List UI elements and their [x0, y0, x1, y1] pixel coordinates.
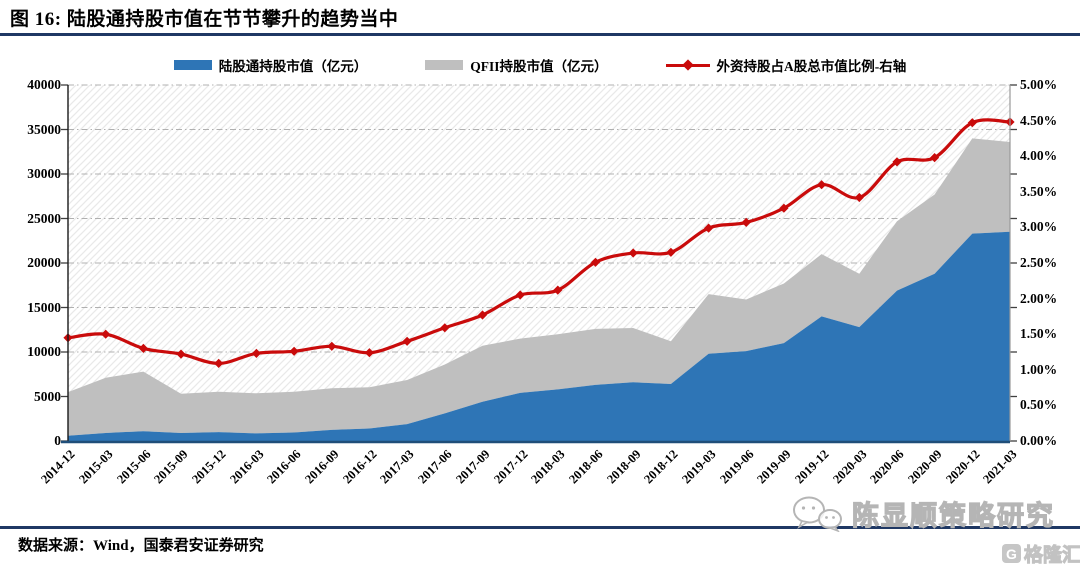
- right-axis-tick-label: 0.00%: [1020, 433, 1058, 448]
- right-axis-tick-label: 5.00%: [1020, 77, 1058, 92]
- data-source-note: 数据来源：Wind，国泰君安证券研究: [18, 538, 264, 554]
- legend-item-qfii: QFII持股市值（亿元）: [425, 55, 608, 75]
- legend-item-lugutong: 陆股通持股市值（亿元）: [173, 55, 368, 75]
- left-axis-tick-label: 30000: [27, 166, 61, 181]
- left-axis-tick-label: 10000: [27, 344, 61, 359]
- right-axis-tick-label: 4.00%: [1020, 148, 1058, 164]
- right-axis-tick-label: 1.50%: [1020, 326, 1058, 342]
- left-axis-tick-label: 40000: [27, 77, 61, 92]
- right-axis-tick-label: 0.50%: [1020, 397, 1058, 413]
- ratio-line-swatch-icon: [665, 59, 710, 71]
- left-axis-tick-label: 35000: [27, 121, 61, 137]
- right-axis-tick-label: 3.00%: [1020, 219, 1058, 235]
- lugutong-area: [68, 231, 1010, 441]
- left-axis-tick-label: 5000: [34, 388, 61, 404]
- legend-label: QFII持股市值（亿元）: [470, 59, 608, 74]
- lugutong-swatch-icon: [173, 60, 212, 70]
- footer-rule: [0, 526, 1080, 529]
- page-title: 图 16: 陆股通持股市值在节节攀升的趋势当中: [10, 9, 399, 30]
- right-axis-tick-label: 1.00%: [1020, 361, 1058, 377]
- right-axis-tick-label: 2.00%: [1020, 290, 1058, 306]
- left-axis-tick-label: 15000: [27, 299, 61, 315]
- left-axis-tick-label: 20000: [27, 255, 61, 270]
- right-axis-tick-label: 2.50%: [1020, 255, 1058, 270]
- legend-label: 外资持股占A股总市值比例-右轴: [716, 59, 907, 74]
- qfii-swatch-icon: [425, 60, 464, 70]
- right-axis-tick-label: 3.50%: [1020, 183, 1058, 199]
- title-underline: [0, 33, 1080, 36]
- left-axis-tick-label: 25000: [27, 210, 61, 226]
- left-axis-tick-label: 0: [54, 433, 61, 448]
- qfii-area: [68, 138, 1010, 436]
- legend-label: 陆股通持股市值（亿元）: [218, 59, 368, 74]
- chart-legend: 陆股通持股市值（亿元） QFII持股市值（亿元） 外资持股占A股总市值比例-右轴: [0, 55, 1080, 75]
- right-axis-tick-label: 4.50%: [1020, 112, 1058, 128]
- legend-item-ratio: 外资持股占A股总市值比例-右轴: [665, 55, 907, 75]
- ratio-line-markers: [63, 117, 1015, 368]
